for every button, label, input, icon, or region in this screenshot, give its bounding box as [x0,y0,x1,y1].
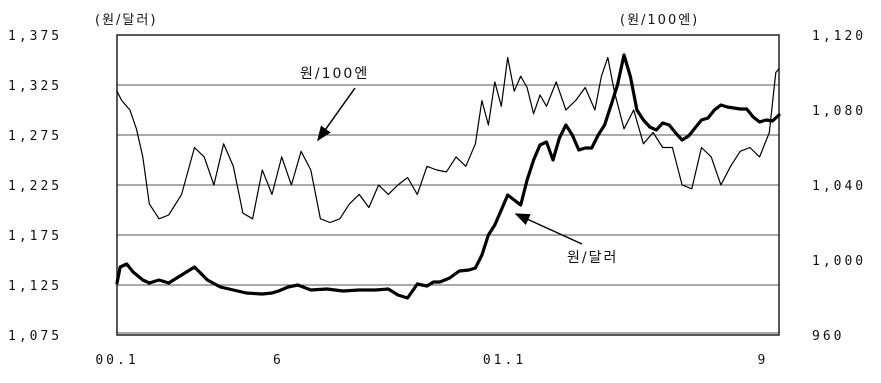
series-layer [115,53,781,300]
left-axis-unit-label: (원/달러) [95,13,157,28]
x-tick-label: 00.1 [95,353,138,368]
left-tick-label: 1,375 [8,29,62,44]
right-tick-label: 1,040 [812,179,866,194]
x-tick-label: 01.1 [483,353,526,368]
right-tick-label: 1,080 [812,104,866,119]
series-line-won-100yen [116,56,780,224]
right-axis-unit-label: (원/100엔) [620,13,699,28]
right-tick-label: 1,000 [812,254,866,269]
annotation-label-won-dollar: 원/달러 [567,250,618,266]
x-axis-ticks: 00.1 6 01.1 9 [95,353,768,368]
x-tick-label: 9 [757,353,768,368]
left-tick-label: 1,075 [8,329,62,344]
left-tick-label: 1,175 [8,229,62,244]
right-axis-ticks: 1,120 1,080 1,040 1,000 960 [812,29,866,344]
left-tick-label: 1,225 [8,179,62,194]
left-tick-label: 1,275 [8,129,62,144]
right-tick-label: 1,120 [812,29,866,44]
left-tick-label: 1,325 [8,79,62,94]
left-tick-label: 1,125 [8,279,62,294]
left-axis-ticks: 1,375 1,325 1,275 1,225 1,175 1,125 1,075 [8,29,62,344]
series-line-won-dollar [115,53,781,300]
annotation-arrow-won-dollar [514,213,583,245]
x-tick-label: 6 [273,353,284,368]
right-tick-label: 960 [812,329,844,344]
plot-frame [116,34,780,336]
annotation-arrow-won-100yen [317,87,356,142]
annotation-label-won-100yen: 원/100엔 [300,66,369,82]
grid-lines [117,84,779,334]
